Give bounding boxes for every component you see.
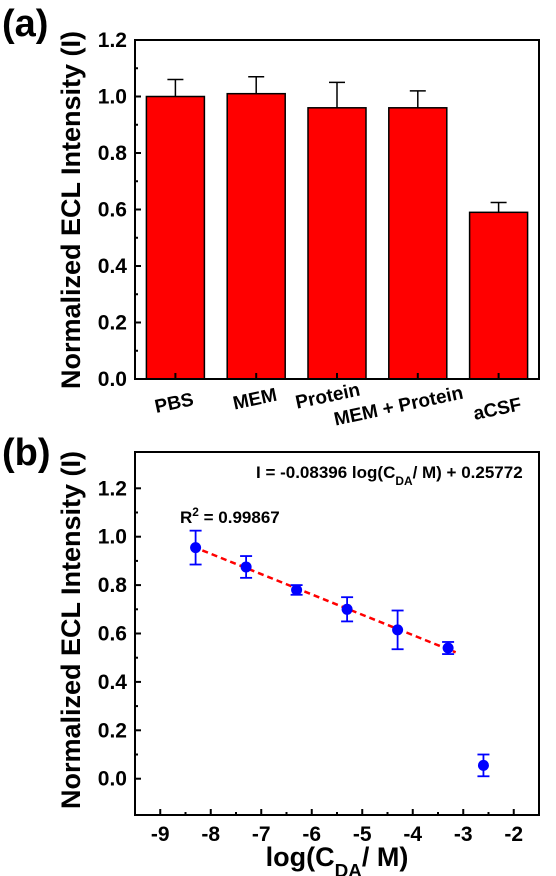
data-point — [477, 759, 489, 771]
panel-b-x-axis-title: log(CDA/ M) — [266, 842, 409, 876]
bar — [226, 92, 286, 380]
panel-b-y-axis-title: Normalized ECL Intensity (I) — [56, 451, 86, 809]
fit-line — [192, 545, 457, 654]
x-tick-label: -9 — [151, 823, 170, 846]
x-tick-label: -6 — [302, 823, 321, 846]
panel-b-plot-frame — [134, 451, 540, 816]
y-tick-label: 0.0 — [98, 768, 127, 791]
data-point — [291, 584, 303, 596]
y-tick-label: 0.0 — [98, 368, 127, 391]
y-tick-label: 0.2 — [98, 719, 127, 742]
category-label: MEM — [231, 385, 279, 415]
x-tick-label: -2 — [504, 823, 523, 846]
data-point — [392, 624, 404, 636]
category-label: PBS — [153, 389, 196, 418]
data-point — [240, 561, 252, 573]
fit-equation: I = -0.08396 log(CDA/ M) + 0.25772 — [256, 463, 523, 488]
panel-a-label: (a) — [2, 3, 48, 45]
y-tick-label: 0.4 — [98, 671, 128, 694]
category-label: aCSF — [472, 394, 524, 425]
y-tick-label: 0.4 — [98, 255, 128, 278]
bar — [307, 107, 367, 380]
panel-a-plot-frame — [134, 39, 540, 380]
x-tick-label: -5 — [353, 823, 372, 846]
y-tick-label: 1.0 — [98, 86, 127, 109]
x-tick-label: -4 — [403, 823, 422, 846]
panel-b-label: (b) — [2, 432, 51, 474]
y-tick-label: 0.6 — [98, 199, 127, 222]
bar — [468, 211, 529, 380]
data-point — [442, 642, 454, 654]
y-tick-label: 0.2 — [98, 312, 127, 335]
x-tick-label: -7 — [252, 823, 271, 846]
y-tick-label: 1.2 — [98, 477, 127, 500]
bar — [388, 107, 448, 380]
panel-b-scatter-chart: (b) Normalized ECL Intensity (I) 0.0 0.2 0… — [2, 432, 540, 876]
y-tick-label: 0.8 — [98, 142, 128, 165]
r-squared: R2 = 0.99867 — [180, 505, 280, 527]
panel-a-bar-chart: (a) Normalized ECL Intensity (I) 0.0 0.2 0… — [2, 3, 540, 431]
panel-a-y-axis-title: Normalized ECL Intensity (I) — [56, 31, 86, 389]
data-point — [190, 542, 202, 554]
y-tick-label: 0.6 — [98, 623, 127, 646]
y-tick-label: 1.2 — [98, 29, 127, 52]
data-point — [341, 603, 353, 615]
x-tick-label: -3 — [454, 823, 473, 846]
y-tick-label: 0.8 — [98, 574, 128, 597]
y-tick-label: 1.0 — [98, 526, 127, 549]
x-tick-label: -8 — [201, 823, 220, 846]
bar — [145, 95, 206, 380]
